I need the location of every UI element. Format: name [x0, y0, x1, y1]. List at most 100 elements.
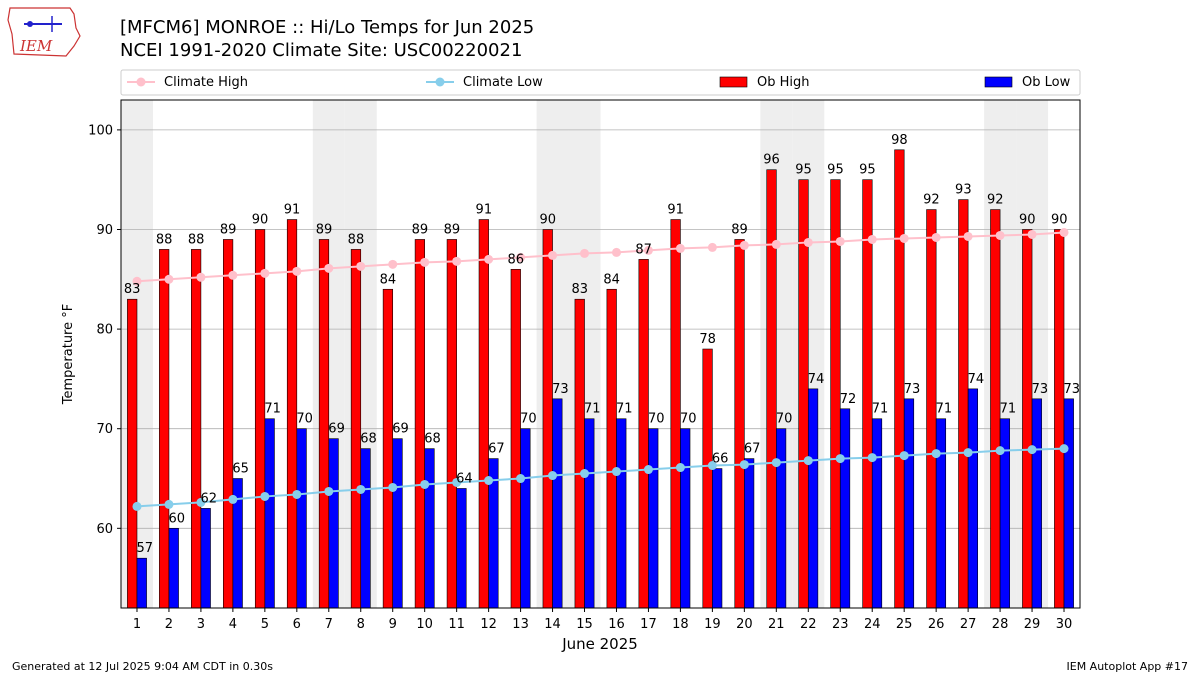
- bar-ob-low: [520, 428, 531, 609]
- point-climate-high: [356, 261, 366, 271]
- label-ob-low: 71: [584, 402, 601, 417]
- bar-ob-high: [574, 298, 585, 609]
- label-ob-low: 72: [840, 392, 857, 407]
- label-ob-high: 83: [124, 282, 141, 297]
- point-climate-low: [580, 469, 590, 479]
- bar-ob-high: [606, 288, 617, 609]
- bar-ob-high: [414, 239, 425, 609]
- x-tick-label: 12: [480, 617, 497, 632]
- label-ob-low: 73: [1032, 382, 1049, 397]
- x-tick-label: 13: [512, 617, 529, 632]
- label-ob-low: 74: [808, 372, 825, 387]
- label-ob-low: 68: [424, 432, 441, 447]
- bar-ob-low: [967, 388, 979, 609]
- label-ob-high: 89: [444, 222, 461, 237]
- iowa-outline-icon: [7, 7, 81, 57]
- label-ob-low: 64: [456, 471, 473, 486]
- point-climate-low: [516, 474, 526, 484]
- label-ob-low: 67: [488, 442, 505, 457]
- logo-text: IEM: [19, 37, 53, 55]
- iem-logo: IEM: [7, 7, 81, 57]
- bar-ob-high: [1054, 229, 1065, 609]
- bar-ob-high: [478, 219, 489, 609]
- point-climate-low: [324, 486, 334, 496]
- label-ob-high: 95: [827, 163, 844, 178]
- point-climate-low: [675, 463, 685, 473]
- app-label: IEM Autoplot App #17: [1066, 660, 1189, 673]
- x-tick-label: 19: [704, 617, 721, 632]
- point-climate-low: [1027, 445, 1037, 455]
- point-climate-low: [1059, 444, 1069, 454]
- label-ob-low: 71: [936, 402, 953, 417]
- y-tick-label: 60: [96, 522, 113, 537]
- bar-ob-high: [766, 169, 777, 609]
- label-ob-low: 69: [328, 422, 345, 437]
- point-climate-low: [356, 484, 366, 494]
- point-climate-high: [931, 232, 941, 242]
- label-ob-low: 74: [968, 372, 985, 387]
- bar-ob-low: [616, 418, 627, 609]
- point-climate-high: [643, 245, 653, 255]
- label-ob-low: 70: [680, 412, 697, 427]
- point-climate-high: [452, 256, 462, 266]
- x-tick-label: 2: [165, 617, 173, 632]
- label-ob-low: 67: [744, 442, 761, 457]
- bar-ob-high: [159, 249, 170, 609]
- legend-climate-low: Climate Low: [426, 75, 543, 90]
- label-ob-high: 91: [476, 203, 493, 218]
- legend-climate-high: Climate High: [127, 75, 248, 90]
- point-climate-low: [388, 482, 398, 492]
- point-climate-high: [324, 263, 334, 273]
- bar-ob-high: [638, 259, 649, 609]
- x-axis-label: June 2025: [561, 635, 638, 653]
- bar-ob-high: [734, 239, 745, 609]
- label-ob-high: 88: [188, 232, 205, 247]
- bar-ob-low: [871, 418, 883, 609]
- label-ob-high: 87: [635, 242, 652, 257]
- point-climate-high: [611, 247, 621, 257]
- x-tick-label: 28: [992, 617, 1009, 632]
- point-climate-high: [1027, 229, 1037, 239]
- label-ob-low: 70: [776, 412, 793, 427]
- legend-label-climate-high: Climate High: [164, 75, 248, 90]
- point-climate-high: [771, 239, 781, 249]
- point-climate-high: [420, 257, 430, 267]
- point-climate-high: [835, 236, 845, 246]
- label-ob-high: 78: [699, 332, 716, 347]
- point-climate-high: [580, 248, 590, 258]
- point-climate-low: [803, 456, 813, 466]
- x-tick-label: 21: [768, 617, 785, 632]
- legend-ob-low: Ob Low: [984, 75, 1071, 90]
- line-climate-low: [136, 447, 1065, 508]
- label-ob-low: 71: [1000, 402, 1017, 417]
- point-climate-high: [1059, 227, 1069, 237]
- x-tick-label: 16: [608, 617, 625, 632]
- bar-ob-high: [382, 288, 394, 609]
- point-climate-low: [931, 449, 941, 459]
- point-climate-high: [803, 237, 813, 247]
- x-tick-label: 8: [357, 617, 365, 632]
- bar-ob-high: [350, 249, 362, 609]
- legend-label-climate-low: Climate Low: [463, 75, 543, 90]
- y-axis-label: Temperature °F: [61, 304, 76, 405]
- x-tick-label: 6: [293, 617, 301, 632]
- x-tick-label: 10: [416, 617, 433, 632]
- label-ob-high: 95: [859, 163, 876, 178]
- label-ob-high: 88: [156, 232, 173, 247]
- point-climate-low: [963, 448, 973, 458]
- bar-ob-high: [1022, 229, 1033, 609]
- bar-ob-high: [862, 179, 873, 609]
- bar-ob-low: [424, 448, 435, 609]
- bar-value-labels: 83 57 88 60 88 62 89 65 90 71 91 70 89 69 88 68 84 69 89 68…: [124, 133, 1080, 556]
- x-tick-label: 27: [960, 617, 977, 632]
- point-climate-low: [228, 494, 238, 504]
- bar-ob-high: [958, 199, 969, 609]
- label-ob-high: 93: [955, 183, 972, 198]
- bar-ob-low: [648, 428, 659, 609]
- bar-ob-low: [136, 557, 147, 609]
- point-climate-low: [771, 458, 781, 468]
- bar-ob-low: [839, 408, 851, 609]
- label-ob-high: 88: [348, 232, 365, 247]
